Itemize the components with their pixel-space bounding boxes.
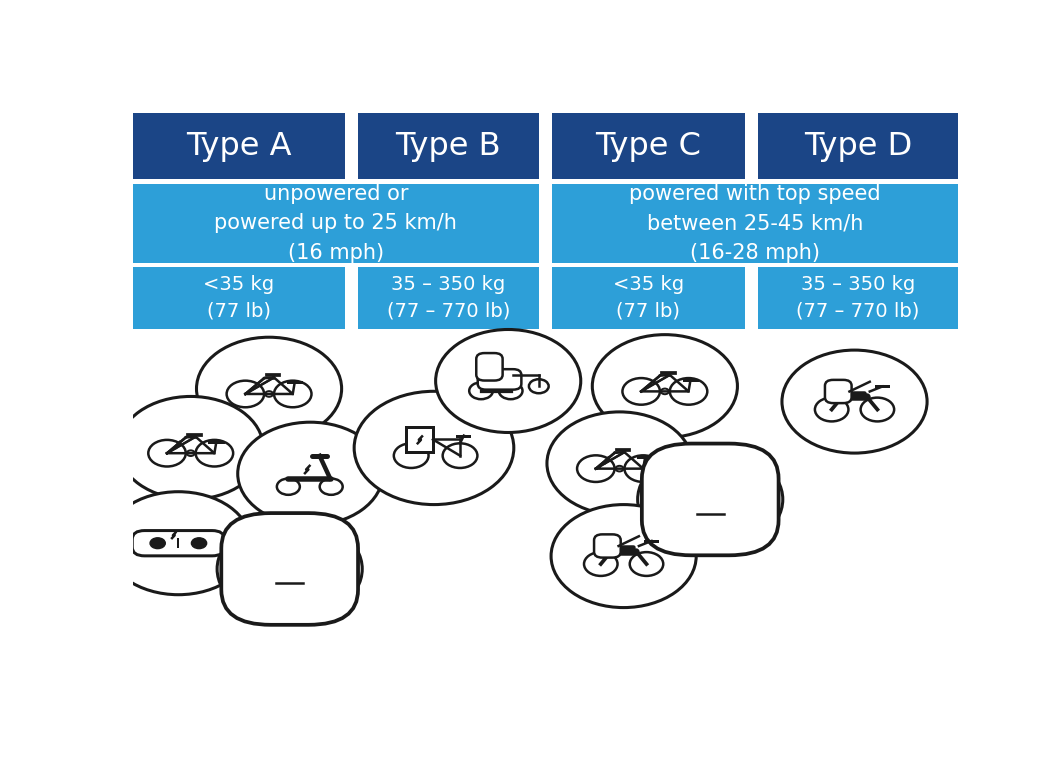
Circle shape [217, 518, 362, 620]
Circle shape [192, 538, 206, 549]
Text: Type B: Type B [396, 131, 501, 162]
Circle shape [593, 334, 737, 438]
Circle shape [354, 391, 514, 505]
FancyBboxPatch shape [758, 113, 958, 179]
Text: 35 – 350 kg
(77 – 770 lb): 35 – 350 kg (77 – 770 lb) [796, 275, 919, 321]
Text: unpowered or
powered up to 25 km/h
(16 mph): unpowered or powered up to 25 km/h (16 m… [215, 184, 458, 263]
Text: powered with top speed
between 25-45 km/h
(16-28 mph): powered with top speed between 25-45 km/… [629, 184, 881, 263]
Circle shape [105, 492, 251, 595]
FancyBboxPatch shape [359, 113, 538, 179]
FancyBboxPatch shape [133, 268, 345, 329]
FancyBboxPatch shape [642, 444, 779, 556]
FancyBboxPatch shape [133, 184, 538, 263]
FancyBboxPatch shape [477, 353, 502, 381]
FancyBboxPatch shape [132, 530, 225, 556]
Text: Type D: Type D [803, 131, 912, 162]
Circle shape [637, 448, 783, 551]
Circle shape [547, 412, 692, 515]
FancyBboxPatch shape [552, 184, 958, 263]
FancyBboxPatch shape [825, 380, 851, 403]
FancyBboxPatch shape [359, 268, 538, 329]
Text: <35 kg
(77 lb): <35 kg (77 lb) [203, 275, 275, 321]
Text: 35 – 350 kg
(77 – 770 lb): 35 – 350 kg (77 – 770 lb) [386, 275, 510, 321]
Circle shape [237, 423, 383, 525]
Circle shape [197, 337, 342, 440]
Text: Type C: Type C [596, 131, 701, 162]
Circle shape [150, 538, 165, 549]
FancyBboxPatch shape [478, 369, 521, 390]
FancyBboxPatch shape [221, 513, 359, 625]
FancyBboxPatch shape [552, 268, 745, 329]
Circle shape [435, 330, 581, 432]
FancyBboxPatch shape [133, 113, 345, 179]
FancyBboxPatch shape [552, 113, 745, 179]
Circle shape [551, 505, 696, 607]
FancyBboxPatch shape [594, 534, 620, 558]
Text: <35 kg
(77 lb): <35 kg (77 lb) [613, 275, 684, 321]
Circle shape [118, 397, 263, 499]
FancyBboxPatch shape [758, 268, 958, 329]
Text: Type A: Type A [186, 131, 292, 162]
FancyBboxPatch shape [405, 427, 433, 451]
Circle shape [782, 350, 927, 453]
